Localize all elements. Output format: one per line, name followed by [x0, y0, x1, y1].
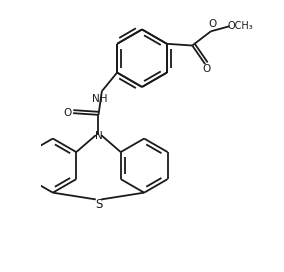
- Text: N: N: [95, 131, 102, 141]
- Text: OCH₃: OCH₃: [227, 21, 253, 31]
- Text: O: O: [63, 108, 71, 118]
- Text: O: O: [203, 64, 211, 74]
- Text: NH: NH: [92, 94, 108, 104]
- Text: S: S: [95, 198, 102, 211]
- Text: O: O: [209, 19, 217, 29]
